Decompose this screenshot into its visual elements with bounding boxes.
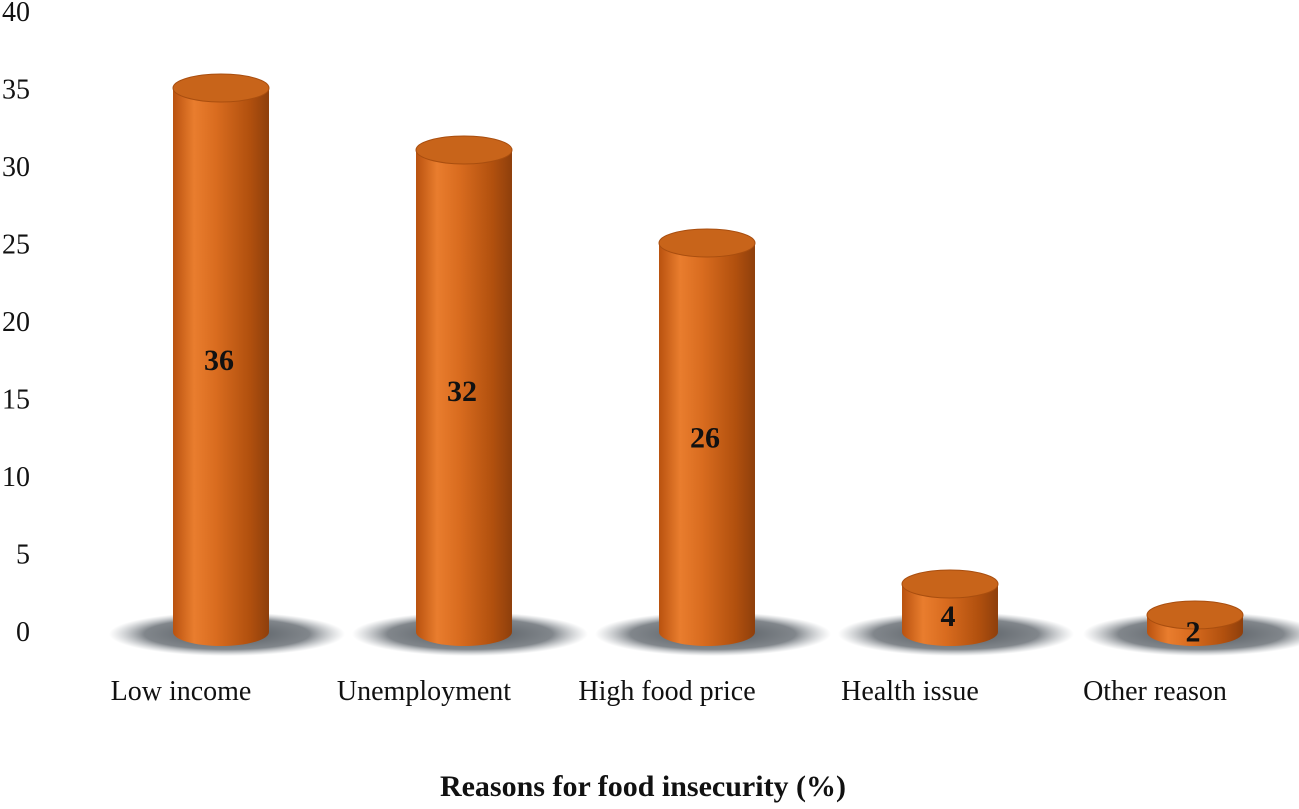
x-tick-label: High food price (578, 676, 755, 707)
bar-body (659, 243, 755, 646)
x-axis-title: Reasons for food insecurity (%) (440, 770, 846, 803)
x-axis: Low income Unemployment High food price Hea… (111, 676, 1227, 707)
bar-top (1146, 600, 1244, 630)
bars: 36 32 26 4 2 (172, 73, 1244, 649)
bar: 32 (415, 135, 513, 646)
bar-top (172, 73, 270, 103)
bar-value-label: 32 (447, 375, 477, 408)
bar: 36 (172, 73, 270, 646)
bar-value-label: 36 (204, 344, 234, 377)
bar-body (173, 88, 269, 646)
bar-value-label: 2 (1186, 616, 1201, 649)
y-tick-label: 25 (2, 230, 30, 261)
y-tick-label: 40 (2, 0, 30, 28)
bar-top (658, 228, 756, 258)
x-tick-label: Health issue (841, 676, 979, 707)
bar-top (901, 569, 999, 599)
bar-value-label: 26 (690, 422, 720, 455)
bar: 2 (1146, 600, 1244, 649)
x-tick-label: Unemployment (337, 676, 511, 707)
bar-value-label: 4 (941, 600, 956, 633)
bar-top (415, 135, 513, 165)
x-tick-label: Low income (111, 676, 252, 707)
y-tick-label: 10 (2, 462, 30, 493)
bar-body (416, 150, 512, 646)
bar: 26 (658, 228, 756, 646)
y-tick-label: 15 (2, 385, 30, 416)
y-tick-label: 20 (2, 307, 30, 338)
x-tick-label: Other reason (1083, 676, 1227, 707)
y-axis: 0 5 10 15 20 25 30 35 40 (2, 0, 30, 648)
y-tick-label: 30 (2, 152, 30, 183)
y-tick-label: 0 (16, 617, 30, 648)
bar: 4 (901, 569, 999, 646)
bar-body (902, 584, 998, 646)
y-tick-label: 5 (16, 540, 30, 571)
y-tick-label: 35 (2, 75, 30, 106)
